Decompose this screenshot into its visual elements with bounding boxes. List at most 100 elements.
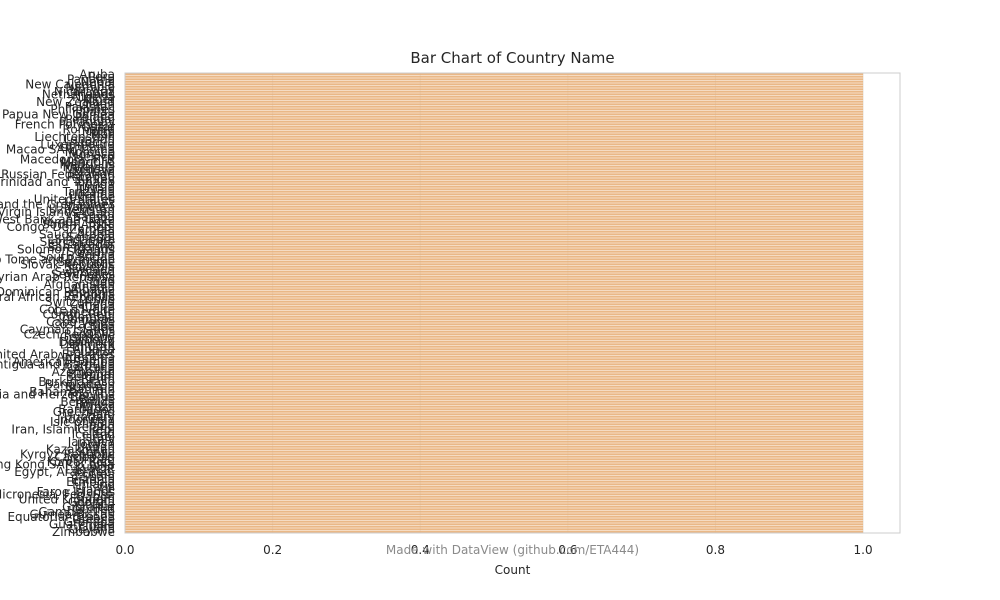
bar [125,200,864,203]
bar [125,408,864,411]
y-tick-label: Korea, Rep. [47,455,115,469]
y-tick-label: Argentina [56,350,115,364]
bar [125,308,864,311]
y-tick-label: Iraq [92,425,115,439]
bar [125,140,864,143]
bar [125,185,864,188]
y-tick-label: Nepal [80,75,115,89]
bar [125,515,864,518]
bar [125,85,864,88]
bar [125,110,864,113]
y-tick-label: Guinea [72,502,115,516]
bar [125,183,864,186]
bar [125,245,864,248]
bar [125,208,864,211]
y-tick-label: South Africa [42,217,115,231]
y-tick-label: Central African Republic [0,290,115,304]
bar [125,288,864,291]
y-tick-label: Belize [79,392,115,406]
bar [125,153,864,156]
y-tick-label: Iceland [72,427,115,441]
y-tick-label: Cabo Verde [46,315,115,329]
bar [125,365,864,368]
y-tick-label: Trinidad and Tobago [0,175,115,189]
y-tick-label: Barbados [58,402,115,416]
bar [125,263,864,266]
bar [125,353,864,356]
bar [125,413,864,416]
y-tick-label: Rwanda [67,170,115,184]
x-tick-labels: 0.0 0.2 0.4 0.6 0.8 1.0 [115,543,872,557]
bar [125,493,864,496]
y-tick-label: Eritrea [75,467,115,481]
y-tick-label: Aruba [79,67,115,81]
y-tick-label: Azerbaijan [52,365,115,379]
y-tick-label: Liberia [74,135,115,149]
bar [125,328,864,331]
bar [125,203,864,206]
bar [125,198,864,201]
bar [125,205,864,208]
y-tick-label: Mexico [73,150,115,164]
y-tick-label: Malta [82,125,115,139]
y-tick-label: Kazakhstan [46,442,115,456]
y-tick-label: Macao SAR, China [6,142,115,156]
y-tick-label: Ghana [76,497,115,511]
y-tick-label: Comoros [62,312,115,326]
bar [125,345,864,348]
bar [125,348,864,351]
y-tick-label: Slovak Republic [20,257,115,271]
bar [125,323,864,326]
bar [125,458,864,461]
y-tick-label: Morocco [65,145,115,159]
y-tick-label: Canada [69,297,115,311]
bar [125,278,864,281]
bar [125,223,864,226]
bar [125,255,864,258]
y-tick-label: Hungary [64,410,115,424]
bar [125,503,864,506]
y-tick-label: Peru [88,70,115,84]
bar [125,483,864,486]
y-tick-label: Algeria [73,342,115,356]
y-tick-label: Austria [73,362,115,376]
y-tick-label: New Zealand [36,95,115,109]
bar [125,170,864,173]
x-tick-label: 0.8 [706,543,725,557]
x-tick-label: 0.4 [411,543,430,557]
y-tick-label: Egypt, Arab Rep. [14,465,115,479]
bar [125,300,864,303]
bar [125,95,864,98]
bar [125,123,864,126]
bar [125,285,864,288]
y-tick-label: Uganda [69,187,115,201]
y-tick-label: Dominican Republic [0,285,115,299]
bar [125,293,864,296]
y-tick-label: Japan [81,440,115,454]
y-tick-label: Micronesia, Fed. Sts. [0,487,115,501]
bar [125,330,864,333]
bar [125,370,864,373]
bar [125,100,864,103]
bar [125,305,864,308]
y-tick-label: Pakistan [65,100,115,114]
bar [125,440,864,443]
y-tick-label: Somalia [67,245,115,259]
bar [125,430,864,433]
y-tick-label: Estonia [71,472,115,486]
bar [125,188,864,191]
y-tick-label: Netherlands [42,87,115,101]
y-tick-label: Bolivia [75,397,115,411]
bar [125,450,864,453]
bar [125,250,864,253]
bar [125,90,864,93]
bar [125,213,864,216]
bar [125,405,864,408]
bar [125,453,864,456]
y-tick-label: Cyprus [73,325,115,339]
y-tick-label: Yemen, Rep. [40,215,115,229]
bar [125,425,864,428]
y-tick-label: Gibraltar [62,500,115,514]
y-tick-label: Papua New Guinea [2,107,115,121]
bar [125,135,864,138]
